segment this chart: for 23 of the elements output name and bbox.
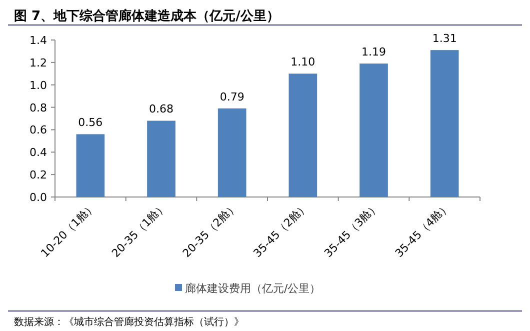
chart-title: 图 7、地下综合管廊体建造成本（亿元/公里） bbox=[14, 8, 280, 24]
y-tick-label: 0.0 bbox=[30, 191, 47, 204]
y-tick-label: 0.4 bbox=[30, 146, 47, 160]
y-tick-label: 1.0 bbox=[30, 78, 47, 92]
bar bbox=[360, 64, 388, 197]
bar bbox=[147, 120, 176, 197]
bar bbox=[76, 134, 105, 197]
bar bbox=[218, 108, 246, 197]
y-tick-label: 1.4 bbox=[30, 34, 47, 47]
text: 0.68 bbox=[149, 102, 174, 116]
y-tick-label: 1.2 bbox=[30, 56, 47, 70]
y-tick-label: 0.6 bbox=[30, 124, 47, 137]
source-note: 数据来源：《城市综合管廊投资估算指标（试行）》 bbox=[14, 316, 244, 328]
y-tick-label: 0.8 bbox=[30, 101, 47, 114]
text: 0.79 bbox=[220, 90, 244, 104]
bar bbox=[288, 74, 318, 197]
bar bbox=[430, 50, 459, 197]
text: 1.31 bbox=[432, 32, 457, 46]
text: 1.19 bbox=[362, 46, 386, 59]
text: 1.10 bbox=[290, 56, 316, 69]
y-tick-label: 0.2 bbox=[30, 168, 47, 182]
legend-label: 廊体建设费用（亿元/公里） bbox=[185, 282, 321, 295]
text: 0.56 bbox=[78, 116, 103, 130]
